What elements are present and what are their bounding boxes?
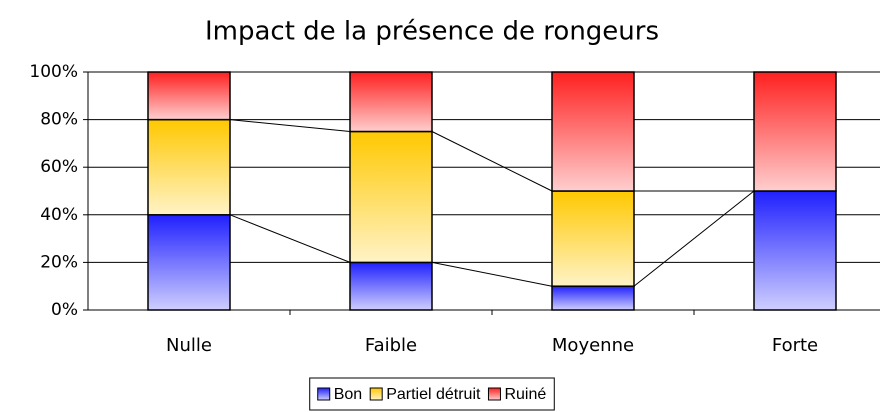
x-tick-label: Forte — [772, 335, 818, 356]
y-tick-label: 80% — [40, 110, 78, 130]
y-tick-label: 20% — [40, 252, 78, 272]
series-line — [431, 131, 553, 192]
y-tick-label: 60% — [40, 157, 78, 177]
bar-segment — [147, 118, 231, 216]
legend: Bon Partiel détruit Ruiné — [309, 377, 555, 411]
bar-segment — [349, 130, 433, 264]
legend-swatch — [317, 387, 331, 401]
series-line — [431, 261, 553, 287]
bar-segment — [147, 71, 231, 121]
bar-segment — [753, 190, 837, 311]
bar-segment — [551, 190, 635, 287]
legend-swatch — [369, 387, 383, 401]
x-tick-label: Faible — [365, 335, 417, 356]
bar-segment — [349, 261, 433, 311]
series-line — [229, 119, 351, 132]
legend-label: Partiel détruit — [386, 386, 481, 403]
legend-label: Ruiné — [504, 386, 546, 403]
y-tick-label: 40% — [40, 205, 78, 225]
y-tick-label: 100% — [29, 62, 78, 82]
legend-box — [309, 377, 555, 411]
bar-segment — [753, 71, 837, 192]
chart-title: Impact de la présence de rongeurs — [205, 17, 659, 47]
series-line — [229, 214, 351, 263]
series-line — [633, 190, 755, 287]
legend-label: Bon — [334, 386, 362, 403]
x-tick-label: Nulle — [166, 335, 212, 356]
bar-segment — [349, 71, 433, 133]
x-tick-label: Moyenne — [552, 335, 634, 356]
bar-segment — [551, 71, 635, 192]
bar-segment — [147, 214, 231, 311]
bar-segment — [551, 285, 635, 311]
legend-swatch — [487, 387, 501, 401]
y-tick-label: 0% — [51, 300, 78, 320]
